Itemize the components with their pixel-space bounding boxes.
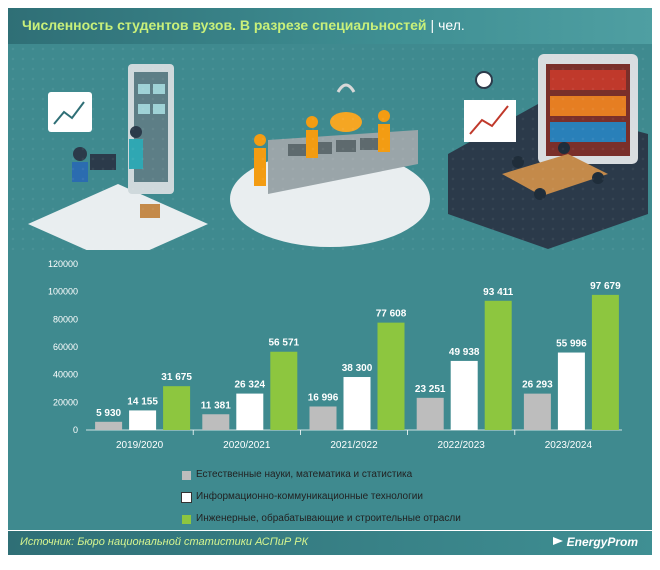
bar	[163, 386, 191, 430]
footer-bar: Источник: Бюро национальной статистики А…	[8, 531, 652, 555]
legend-label: Информационно-коммуникационные технологи…	[196, 491, 423, 502]
chart: 0 20000 40000 60000 80000 100000 120000 5 930 14…	[8, 250, 652, 530]
x-tick-label: 2022/2023	[438, 440, 486, 451]
bar	[270, 351, 298, 430]
data-label: 56 571	[269, 338, 300, 349]
y-tick-label: 120000	[48, 259, 78, 269]
bar	[236, 393, 264, 430]
data-label: 31 675	[161, 372, 192, 383]
bar	[309, 406, 337, 430]
x-tick-label: 2019/2020	[116, 440, 164, 451]
data-label: 11 381	[201, 400, 231, 411]
title-unit: чел.	[438, 17, 465, 33]
y-tick-label: 20000	[53, 397, 78, 407]
chart-background	[8, 250, 652, 530]
data-label: 97 679	[590, 281, 621, 292]
title-text: Численность студентов вузов. В разрезе с…	[22, 17, 427, 33]
data-label: 38 300	[342, 363, 373, 374]
it-scene-illustration	[28, 64, 208, 250]
data-label: 16 996	[308, 392, 339, 403]
bar	[484, 300, 512, 430]
legend-label: Естественные науки, математика и статист…	[196, 469, 413, 480]
source-note: Источник: Бюро национальной статистики А…	[20, 536, 309, 548]
header-bar: Численность студентов вузов. В разрезе с…	[8, 8, 652, 44]
illustration	[28, 54, 648, 250]
y-tick-label: 100000	[48, 287, 78, 297]
bar	[377, 322, 405, 430]
y-tick-label: 40000	[53, 370, 78, 380]
brand-logo: EnergyProm	[552, 535, 638, 549]
bar	[416, 397, 444, 430]
legend-swatch-green	[182, 515, 191, 524]
data-label: 26 324	[235, 380, 266, 391]
chevron-icon	[552, 537, 563, 545]
bar	[591, 294, 619, 430]
brand-name: EnergyProm	[566, 535, 638, 549]
data-label: 26 293	[522, 380, 553, 391]
data-label: 93 411	[483, 287, 513, 298]
legend-label: Инженерные, обрабатывающие и строительны…	[196, 513, 461, 524]
data-label: 55 996	[556, 339, 587, 350]
data-label: 77 608	[376, 309, 407, 320]
bar	[523, 393, 551, 430]
bar	[343, 377, 371, 430]
legend-swatch-gray	[182, 471, 191, 480]
data-label: 23 251	[415, 384, 446, 395]
legend-swatch-white	[181, 492, 192, 503]
office-scene-illustration	[448, 54, 648, 249]
x-tick-label: 2021/2022	[330, 440, 378, 451]
x-tick-label: 2023/2024	[545, 440, 593, 451]
x-tick-label: 2020/2021	[223, 440, 271, 451]
bar	[557, 352, 585, 430]
title-separator: |	[430, 17, 435, 33]
bar-chart: 0 20000 40000 60000 80000 100000 120000 5 930 14…	[8, 250, 652, 530]
page-title: Численность студентов вузов. В разрезе с…	[22, 17, 465, 33]
bar	[450, 360, 478, 430]
bar	[202, 414, 230, 430]
y-tick-label: 0	[73, 425, 78, 435]
y-tick-label: 80000	[53, 314, 78, 324]
data-label: 49 938	[449, 347, 480, 358]
bar	[95, 421, 123, 430]
illustration-panel	[8, 44, 652, 250]
data-label: 5 930	[96, 408, 121, 419]
y-tick-label: 60000	[53, 342, 78, 352]
industry-scene-illustration	[230, 83, 430, 247]
illustration-pattern	[8, 44, 652, 250]
data-label: 14 155	[127, 396, 158, 407]
bar	[129, 410, 157, 430]
